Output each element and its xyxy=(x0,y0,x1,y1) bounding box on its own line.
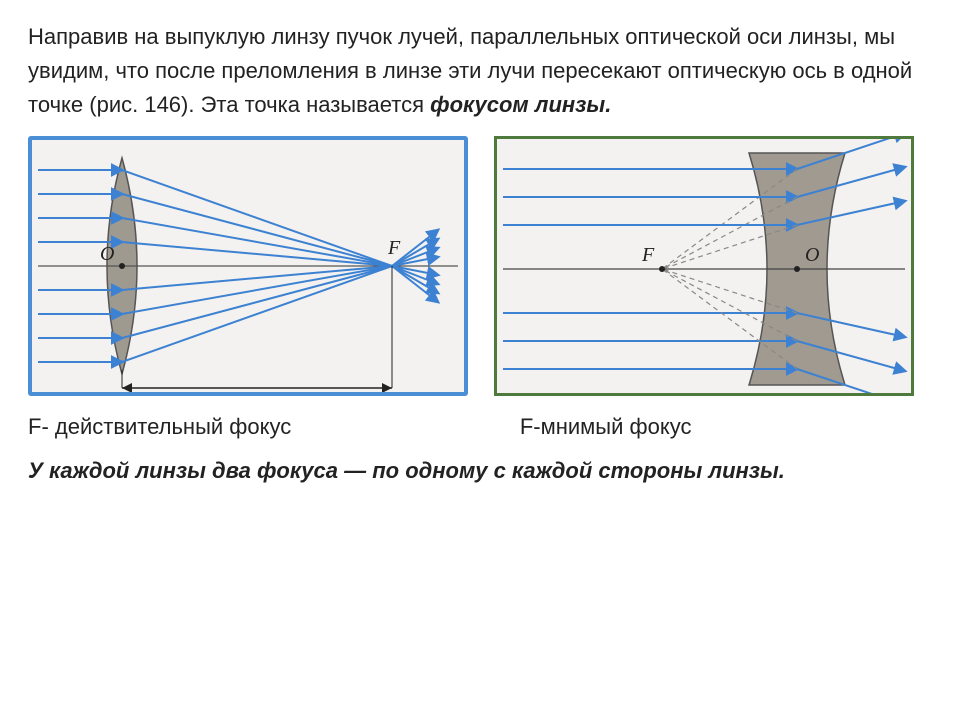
svg-text:O: O xyxy=(805,244,819,266)
diagrams-row: OF FO xyxy=(28,136,932,396)
convex-lens-diagram: OF xyxy=(28,136,468,396)
intro-paragraph: Направив на выпуклую линзу пучок лучей, … xyxy=(28,20,932,122)
closing-mid: — по одному с каждой стороны линзы. xyxy=(338,458,785,483)
caption-left: F- действительный фокус xyxy=(28,414,460,440)
svg-text:F: F xyxy=(387,237,401,259)
intro-emph: фокусом линзы. xyxy=(430,92,611,117)
closing-emph: два фокуса xyxy=(212,458,338,483)
captions-row: F- действительный фокус F-мнимый фокус xyxy=(28,414,932,440)
closing-pre: У каждой линзы xyxy=(28,458,212,483)
svg-text:F: F xyxy=(641,244,655,266)
svg-text:O: O xyxy=(100,243,114,265)
caption-right: F-мнимый фокус xyxy=(520,414,932,440)
concave-lens-diagram: FO xyxy=(494,136,914,396)
closing-paragraph: У каждой линзы два фокуса — по одному с … xyxy=(28,454,932,488)
